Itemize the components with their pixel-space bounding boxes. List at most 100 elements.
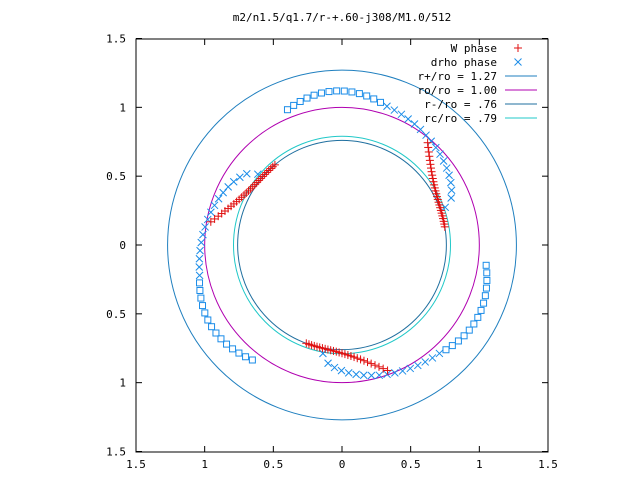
- legend-entry-circle-3: r-/ro = .76: [424, 98, 537, 111]
- w-phase-point: [374, 362, 383, 371]
- drho-phase-point: [333, 87, 341, 95]
- y-tick-label: 1: [119, 101, 126, 114]
- drho-phase-point: [340, 87, 348, 95]
- w-phase-point: [264, 166, 273, 175]
- x-tick-label: 1: [201, 458, 208, 471]
- legend-entry-drho-phase: drho phase: [431, 56, 522, 69]
- drho-phase-point: [370, 95, 378, 103]
- x-tick-label: 0.5: [263, 458, 283, 471]
- legend-entry-circle-2: ro/ro = 1.00: [418, 84, 537, 97]
- w-phase-point: [428, 174, 437, 183]
- w-phase-point: [256, 174, 265, 183]
- drho-phase-point: [390, 369, 399, 377]
- drho-phase-point: [398, 367, 407, 375]
- w-phase-point: [353, 354, 362, 363]
- drho-phase-point: [447, 194, 455, 202]
- drho-phase-point: [427, 137, 436, 146]
- drho-phase-point: [474, 313, 482, 321]
- drho-phase-point: [344, 369, 353, 377]
- w-phase-point: [426, 164, 435, 173]
- drho-phase-point: [196, 279, 204, 287]
- w-phase-point: [254, 176, 263, 185]
- drho-phase-point: [445, 171, 453, 180]
- drho-phase-point: [375, 371, 384, 380]
- legend-entry-circle-1: r+/ro = 1.27: [418, 70, 537, 83]
- drho-phase-point: [248, 356, 256, 364]
- drho-phase-point: [448, 342, 456, 350]
- drho-phase-point: [283, 106, 291, 114]
- drho-phase-point: [207, 208, 215, 217]
- drho-phase-point: [442, 346, 450, 354]
- w-phase-point: [429, 177, 438, 186]
- drho-phase-point: [212, 329, 220, 337]
- drho-phase-point: [413, 361, 422, 370]
- y-tick-label: 0: [119, 239, 126, 252]
- chart-title: m2/n1.5/q1.7/r-+.60-j308/M1.0/512: [233, 11, 452, 24]
- drho-phase-point: [477, 306, 485, 314]
- drho-phase-point: [195, 263, 204, 271]
- drho-phase-point: [406, 364, 415, 373]
- w-phase-point: [248, 182, 257, 191]
- drho-phase-point: [235, 349, 243, 357]
- drho-phase-point: [421, 358, 430, 366]
- legend-label: W phase: [451, 42, 497, 55]
- drho-phase-point: [483, 276, 491, 284]
- legend-entry-w-phase: W phase: [451, 42, 522, 55]
- drho-phase-point: [197, 294, 205, 302]
- drho-phase-point: [435, 349, 444, 358]
- drho-phase-point: [383, 370, 391, 379]
- drho-phase-point: [196, 246, 204, 255]
- x-tick-label: 0.5: [401, 458, 421, 471]
- w-phase-point: [367, 359, 376, 368]
- w-phase-point: [427, 167, 436, 176]
- w-phase-point: [252, 178, 261, 187]
- drho-phase-point: [223, 340, 231, 348]
- drho-phase-point: [325, 88, 333, 96]
- drho-phase-point: [359, 371, 368, 380]
- reference-circle: [167, 69, 517, 421]
- drho-phase-point: [436, 150, 444, 159]
- w-phase-point: [350, 353, 359, 362]
- x-tick-label: 1: [476, 458, 483, 471]
- w-phase-point: [379, 364, 388, 373]
- w-phase-point: [246, 184, 255, 193]
- drho-phase-point: [290, 101, 298, 109]
- reference-circle: [204, 106, 480, 384]
- drho-phase-point: [303, 94, 311, 102]
- drho-phase-point: [324, 359, 332, 368]
- drho-phase-point: [363, 92, 371, 100]
- drho-phase-point: [470, 320, 478, 328]
- drho-phase-point: [296, 97, 304, 105]
- x-tick-label: 1.5: [538, 458, 558, 471]
- x-tick-label: 0: [339, 458, 346, 471]
- drho-phase-point: [377, 98, 385, 106]
- drho-phase-point: [439, 157, 448, 165]
- drho-phase-point: [199, 230, 207, 239]
- drho-phase-point: [367, 371, 376, 380]
- legend-label: r-/ro = .76: [424, 98, 497, 111]
- drho-phase-point: [195, 254, 204, 263]
- w-phase-point: [270, 160, 279, 169]
- y-tick-label: 1.5: [106, 33, 126, 46]
- x-tick-label: 1.5: [126, 458, 146, 471]
- legend-label: r+/ro = 1.27: [418, 70, 497, 83]
- drho-phase-point: [317, 89, 325, 97]
- drho-phase-point: [460, 332, 468, 340]
- w-phase-point: [428, 171, 437, 180]
- drho-phase-point: [482, 261, 490, 269]
- drho-phase-point: [483, 269, 491, 277]
- drho-phase-point: [214, 194, 223, 203]
- drho-phase-point: [196, 286, 204, 294]
- drho-phase-point: [355, 90, 363, 98]
- drho-phase-point: [242, 353, 250, 361]
- drho-phase-point: [447, 186, 456, 195]
- drho-phase-point: [310, 91, 318, 99]
- legend-label: ro/ro = 1.00: [418, 84, 497, 97]
- w-phase-point: [359, 356, 368, 365]
- y-tick-label: 1.5: [106, 446, 126, 459]
- drho-phase-point: [337, 366, 346, 375]
- drho-phase-point: [397, 110, 406, 119]
- drho-phase-point: [432, 143, 440, 152]
- drho-phase-point: [428, 354, 437, 362]
- w-phase-point: [425, 152, 434, 161]
